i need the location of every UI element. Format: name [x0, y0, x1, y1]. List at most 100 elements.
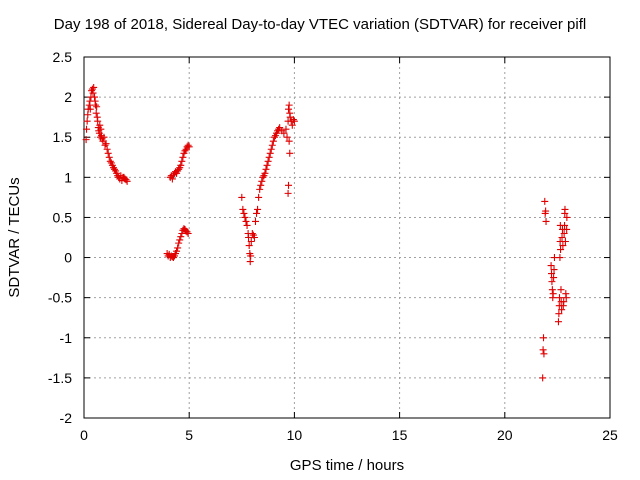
data-point [288, 121, 296, 129]
data-point [173, 247, 181, 255]
data-point [82, 136, 90, 144]
data-point [269, 137, 277, 145]
data-point [560, 229, 568, 237]
data-point [184, 229, 192, 237]
axis-ticks: 0 5 10 15 20 25 -2 -1.5 -1 -0.5 0 0.5 1 1.5 2 2.5 [48, 49, 618, 443]
data-point [280, 129, 288, 137]
data-point [253, 209, 261, 217]
data-point [100, 133, 108, 141]
data-point [550, 274, 558, 282]
data-point [111, 165, 119, 173]
data-point [254, 205, 262, 213]
data-point [122, 176, 130, 184]
data-point [558, 234, 566, 241]
data-point [183, 228, 191, 236]
data-point [256, 185, 264, 193]
data-point [261, 169, 269, 177]
data-point [548, 286, 556, 294]
data-point [251, 217, 259, 225]
data-point [264, 157, 272, 165]
data-point [92, 109, 100, 117]
data-point [285, 137, 293, 145]
data-point [550, 266, 558, 274]
data-point [539, 374, 547, 382]
data-point [245, 242, 253, 250]
data-point [185, 143, 193, 151]
data-point [557, 246, 565, 254]
data-point [250, 234, 258, 241]
data-point [93, 103, 101, 111]
data-point [106, 157, 114, 165]
y-axis-label: SDTVAR / TECUs [6, 177, 23, 297]
data-point [270, 133, 278, 141]
data-point [549, 290, 557, 298]
data-point [89, 89, 97, 97]
y-tick-label: -0.5 [48, 290, 72, 306]
data-point [168, 175, 176, 183]
data-point [284, 189, 292, 197]
data-point [241, 213, 249, 221]
data-point [96, 121, 104, 129]
data-point [563, 213, 571, 221]
data-point [94, 117, 102, 125]
data-point [275, 125, 283, 133]
data-point [548, 278, 556, 286]
data-point [83, 117, 91, 125]
data-point [243, 221, 251, 229]
data-point [259, 173, 267, 181]
data-point [285, 105, 293, 113]
data-point [105, 153, 113, 161]
data-point [90, 83, 98, 91]
data-point [555, 310, 563, 318]
data-point [548, 270, 556, 278]
data-point [556, 294, 564, 302]
x-tick-label: 15 [392, 427, 408, 443]
data-point [282, 125, 290, 133]
chart-title: Day 198 of 2018, Sidereal Day-to-day VTE… [53, 16, 587, 33]
data-point [542, 207, 550, 215]
data-point [177, 161, 185, 169]
data-point [88, 85, 96, 93]
data-point [245, 234, 253, 241]
data-point [240, 209, 248, 217]
data-point [175, 165, 183, 173]
grid [84, 57, 610, 418]
data-point [285, 101, 293, 109]
data-point [561, 238, 569, 246]
data-point [540, 350, 548, 358]
data-point [85, 101, 93, 109]
data-point [265, 153, 273, 161]
data-point [123, 177, 131, 185]
data-point [239, 205, 247, 213]
data-point [184, 141, 192, 149]
data-point [102, 140, 110, 148]
data-point [83, 125, 91, 133]
data-point [286, 149, 294, 157]
data-point [92, 101, 100, 109]
y-tick-label: 2.5 [53, 49, 73, 65]
data-point [97, 125, 105, 133]
data-point [247, 252, 255, 260]
data-points [82, 83, 571, 382]
data-point [178, 157, 186, 165]
data-point [557, 286, 565, 294]
y-tick-label: -1 [60, 330, 73, 346]
data-point [169, 254, 177, 262]
data-point [257, 181, 265, 189]
data-point [290, 117, 298, 125]
data-point [262, 165, 270, 173]
x-tick-label: 10 [287, 427, 303, 443]
y-tick-label: 1.5 [53, 129, 73, 145]
data-point [547, 262, 555, 270]
data-point [247, 238, 255, 246]
y-tick-label: -2 [60, 410, 73, 426]
data-point [238, 193, 246, 201]
data-point [266, 149, 274, 157]
x-tick-label: 25 [602, 427, 618, 443]
data-point [559, 242, 567, 250]
plot-frame [83, 56, 611, 419]
data-point [91, 93, 99, 101]
x-tick-label: 20 [497, 427, 513, 443]
data-point [248, 229, 256, 237]
